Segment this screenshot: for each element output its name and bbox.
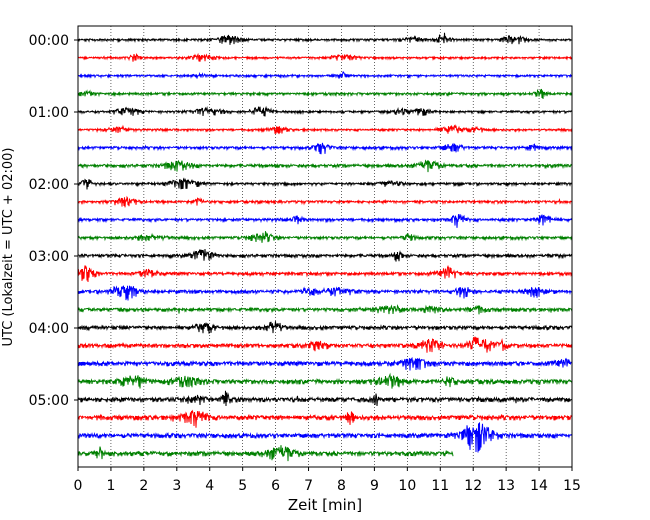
y-tick-label: 02:00 bbox=[29, 177, 69, 193]
trace-row bbox=[77, 71, 573, 80]
trace-row bbox=[77, 445, 454, 462]
trace-row bbox=[77, 142, 573, 155]
trace-row bbox=[77, 177, 573, 190]
trace-row bbox=[77, 409, 573, 428]
x-tick-label: 9 bbox=[370, 478, 379, 494]
trace-row bbox=[77, 390, 573, 407]
x-tick-label: 15 bbox=[563, 478, 581, 494]
trace-row bbox=[77, 285, 573, 301]
x-tick-label: 5 bbox=[238, 478, 247, 494]
x-tick-label: 4 bbox=[205, 478, 214, 494]
trace-row bbox=[77, 372, 573, 389]
y-tick-label: 05:00 bbox=[29, 393, 69, 409]
x-tick-label: 10 bbox=[398, 478, 416, 494]
plot-frame bbox=[77, 25, 573, 468]
x-tick-label: 3 bbox=[172, 478, 181, 494]
trace-row bbox=[77, 195, 573, 208]
x-tick-label: 7 bbox=[304, 478, 313, 494]
x-axis-label: Zeit [min] bbox=[288, 496, 362, 514]
trace-row bbox=[78, 321, 573, 334]
y-tick-label: 00:00 bbox=[29, 33, 69, 49]
trace-row bbox=[77, 105, 573, 117]
y-tick-label: 01:00 bbox=[29, 105, 69, 121]
trace-row bbox=[77, 124, 573, 135]
trace-row bbox=[77, 52, 573, 62]
y-tick-label: 03:00 bbox=[29, 249, 69, 265]
trace-row bbox=[77, 336, 573, 353]
trace-row bbox=[77, 422, 573, 453]
x-tick-label: 14 bbox=[530, 478, 548, 494]
trace-row bbox=[77, 248, 573, 262]
x-tick-label: 0 bbox=[74, 478, 83, 494]
trace-row bbox=[77, 214, 573, 228]
trace-row bbox=[77, 265, 573, 282]
trace-row bbox=[77, 304, 573, 315]
trace-row bbox=[77, 231, 573, 243]
y-axis: 00:00 01:00 02:00 03:00 04:00 05:00 bbox=[29, 33, 78, 409]
x-tick-label: 11 bbox=[431, 478, 449, 494]
trace-row bbox=[77, 88, 573, 99]
x-tick-label: 12 bbox=[464, 478, 482, 494]
trace-row bbox=[77, 32, 573, 45]
y-tick-label: 04:00 bbox=[29, 321, 69, 337]
x-tick-label: 13 bbox=[497, 478, 515, 494]
x-tick-label: 8 bbox=[337, 478, 346, 494]
trace-row bbox=[77, 356, 573, 371]
x-axis: 0 1 2 3 4 5 6 7 8 9 10 11 12 13 14 15 bbox=[74, 467, 581, 494]
trace-row bbox=[77, 159, 573, 173]
y-axis-label: UTC (Lokalzeit = UTC + 02:00) bbox=[1, 148, 16, 347]
x-tick-label: 2 bbox=[139, 478, 148, 494]
x-tick-label: 1 bbox=[106, 478, 115, 494]
traces bbox=[77, 32, 573, 462]
x-tick-label: 6 bbox=[271, 478, 280, 494]
